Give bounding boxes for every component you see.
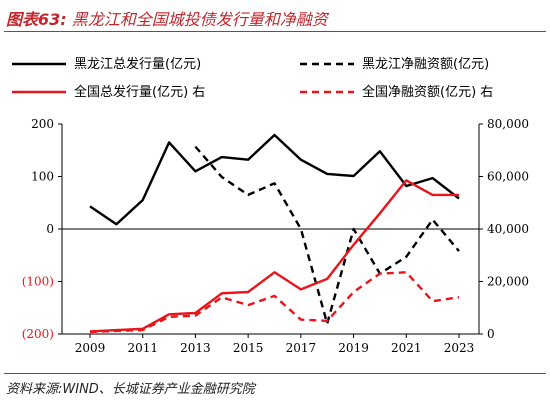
right-tick-label: 20,000 (487, 275, 529, 289)
x-tick-label: 2009 (75, 341, 106, 355)
left-tick-label: 200 (31, 117, 54, 131)
legend-label: 黑龙江总发行量(亿元) (74, 56, 201, 72)
x-tick-label: 2013 (180, 341, 211, 355)
series-line-1 (89, 133, 460, 226)
right-tick-label: 0 (487, 327, 495, 341)
figure-source: 资料来源:WIND、长城证券产业金融研究院 (6, 382, 255, 397)
x-tick-label: 2021 (391, 341, 422, 355)
x-tick-label: 2011 (127, 341, 158, 355)
chart-legend: 黑龙江总发行量(亿元) 黑龙江净融资额(亿元) 全国总发行量(亿元) 右 全国净融资额… (12, 56, 493, 100)
legend-label: 全国总发行量(亿元) 右 (74, 84, 205, 100)
right-tick-label: 80,000 (487, 117, 529, 131)
left-tick-label: 100 (31, 170, 54, 184)
legend-label: 黑龙江净融资额(亿元) (362, 57, 489, 72)
series-line-3 (89, 179, 459, 333)
legend-label: 全国净融资额(亿元) 右 (362, 84, 493, 100)
left-tick-label: (200) (22, 327, 54, 341)
x-tick-label: 2017 (286, 341, 317, 355)
left-tick-label: 0 (46, 222, 54, 236)
figure-title-text: 黑龙江和全国城投债发行量和净融资 (71, 10, 328, 29)
x-tick-label: 2015 (233, 341, 264, 355)
chart: 黑龙江总发行量(亿元) 黑龙江净融资额(亿元) 全国总发行量(亿元) 右 全国净融资额… (12, 56, 529, 355)
series-line-4 (89, 271, 460, 334)
figure-title: 图表63: 黑龙江和全国城投债发行量和净融资 (6, 6, 546, 29)
chart-axes: 200 100 0 (100) (200) 80,000 60,000 40,000 20,00… (22, 117, 529, 355)
x-tick-label: 2023 (444, 341, 475, 355)
title-divider (4, 31, 546, 32)
left-tick-label: (100) (22, 275, 54, 289)
series-line-2 (194, 145, 460, 325)
x-tick-label: 2019 (338, 341, 369, 355)
right-tick-label: 40,000 (487, 222, 529, 236)
chart-plot-area (89, 133, 460, 334)
figure-label: 图表63: (6, 10, 67, 29)
right-tick-label: 60,000 (487, 170, 529, 184)
source-divider (4, 373, 546, 374)
